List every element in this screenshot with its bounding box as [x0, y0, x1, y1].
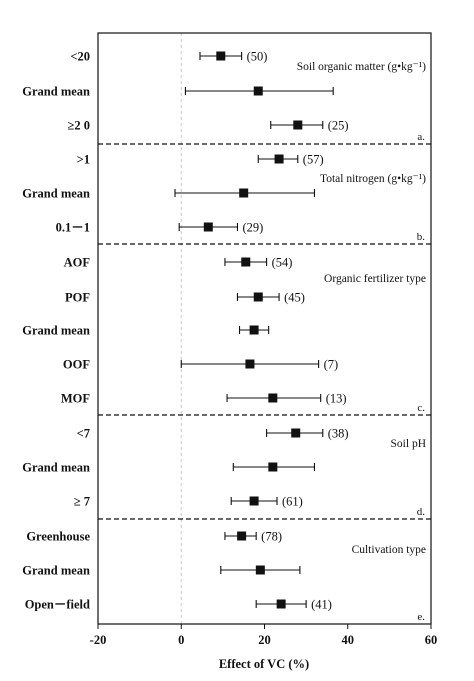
- row-label: Grand mean: [22, 324, 90, 338]
- row-label: MOF: [61, 392, 91, 406]
- panel-name: Total nitrogen (g•kg⁻¹): [320, 173, 426, 185]
- x-tick-label: 60: [425, 633, 438, 647]
- row-label: <20: [70, 50, 90, 64]
- mean-marker: [249, 496, 259, 506]
- mean-marker: [239, 188, 249, 198]
- sample-count: (78): [261, 530, 282, 544]
- sample-count: (45): [284, 291, 305, 305]
- panel-letter: e.: [417, 611, 425, 623]
- mean-marker: [237, 531, 247, 541]
- row-label: ≥2 0: [68, 119, 91, 133]
- mean-marker: [293, 120, 303, 130]
- panel-name: Cultivation type: [352, 544, 426, 556]
- row-label: POF: [65, 291, 90, 305]
- x-tick-label: 40: [342, 633, 355, 647]
- mean-marker: [268, 393, 278, 403]
- panel-name: Organic fertilizer type: [324, 273, 426, 285]
- mean-marker: [291, 428, 301, 438]
- mean-marker: [274, 154, 284, 164]
- sample-count: (41): [311, 598, 332, 612]
- mean-marker: [255, 565, 265, 575]
- sample-count: (7): [324, 358, 339, 372]
- row-label: Grand mean: [22, 461, 90, 475]
- panel-letter: c.: [417, 402, 425, 414]
- mean-marker: [241, 257, 251, 267]
- mean-marker: [216, 51, 226, 61]
- row-label: ≥ 7: [74, 495, 90, 509]
- row-label: Greenhouse: [26, 530, 90, 544]
- sample-count: (29): [242, 221, 263, 235]
- sample-count: (57): [303, 153, 324, 167]
- mean-marker: [253, 292, 263, 302]
- row-label: <7: [77, 427, 90, 441]
- mean-marker: [249, 325, 259, 335]
- mean-marker: [245, 359, 255, 369]
- x-tick-label: 20: [258, 633, 271, 647]
- panel-letter: b.: [417, 231, 426, 243]
- mean-marker: [268, 462, 278, 472]
- row-label: OOF: [63, 358, 90, 372]
- x-axis-label: Effect of VC (%): [219, 657, 309, 671]
- row-label: Grand mean: [22, 564, 90, 578]
- x-tick-label: 0: [178, 633, 184, 647]
- mean-marker: [203, 222, 213, 232]
- panel-name: Soil pH: [391, 438, 426, 450]
- row-label: Grand mean: [22, 187, 90, 201]
- row-label: >1: [77, 153, 90, 167]
- mean-marker: [276, 599, 286, 609]
- mean-marker: [253, 86, 263, 96]
- sample-count: (50): [247, 50, 268, 64]
- sample-count: (61): [282, 495, 303, 509]
- sample-count: (25): [328, 119, 349, 133]
- panel-letter: a.: [417, 131, 425, 143]
- panel-letter: d.: [417, 506, 426, 518]
- row-label: AOF: [64, 256, 91, 270]
- sample-count: (54): [272, 256, 293, 270]
- row-label: 0.1－1: [56, 221, 90, 235]
- x-tick-label: -20: [90, 633, 107, 647]
- row-label: Grand mean: [22, 85, 90, 99]
- sample-count: (38): [328, 427, 349, 441]
- panel-name: Soil organic matter (g•kg⁻¹): [297, 61, 426, 73]
- sample-count: (13): [326, 392, 347, 406]
- row-label: Open－field: [25, 598, 90, 612]
